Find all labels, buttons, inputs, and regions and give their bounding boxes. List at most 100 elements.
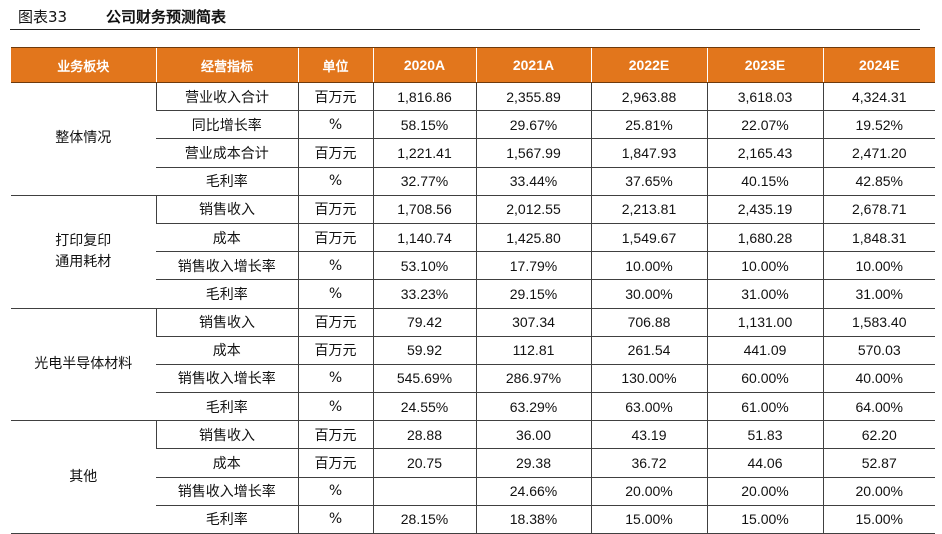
value-cell bbox=[372, 477, 476, 506]
financial-forecast-table: 业务板块 经营指标 单位 2020A 2021A 2022E 2023E 202… bbox=[11, 47, 935, 534]
metric-cell: 销售收入 bbox=[155, 194, 298, 224]
value-cell: 10.00% bbox=[590, 251, 707, 281]
table-row: 同比增长率% 58.15% 29.67% 25.81% 22.07% 19.52% bbox=[11, 110, 935, 140]
value-cell: 44.06 bbox=[706, 448, 823, 478]
value-cell: 33.23% bbox=[372, 279, 476, 309]
figure-title: 公司财务预测简表 bbox=[106, 8, 227, 26]
value-cell: 63.00% bbox=[590, 392, 707, 422]
metric-cell: 销售收入增长率 bbox=[156, 364, 298, 394]
value-cell: 4,324.31 bbox=[822, 81, 935, 112]
segment-cell: 其他 bbox=[11, 420, 156, 534]
header-metric: 经营指标 bbox=[155, 47, 298, 83]
unit-cell: % bbox=[297, 364, 373, 394]
table-row: 毛利率% 28.15% 18.38% 15.00% 15.00% 15.00% bbox=[11, 505, 935, 534]
value-cell: 1,848.31 bbox=[822, 223, 935, 253]
value-cell: 24.55% bbox=[372, 392, 476, 422]
value-cell: 10.00% bbox=[822, 251, 935, 281]
unit-cell: % bbox=[297, 279, 373, 309]
unit-cell: % bbox=[297, 251, 373, 281]
value-cell: 10.00% bbox=[706, 251, 823, 281]
unit-cell: 百万元 bbox=[297, 223, 373, 253]
unit-cell: % bbox=[297, 477, 373, 506]
value-cell: 706.88 bbox=[590, 307, 707, 337]
value-cell: 31.00% bbox=[822, 279, 935, 309]
value-cell: 1,583.40 bbox=[822, 307, 935, 337]
header-2020a: 2020A bbox=[372, 47, 476, 83]
value-cell: 1,708.56 bbox=[372, 194, 476, 224]
value-cell: 30.00% bbox=[590, 279, 707, 309]
value-cell: 1,131.00 bbox=[706, 307, 823, 337]
value-cell: 1,549.67 bbox=[590, 223, 707, 253]
metric-cell: 毛利率 bbox=[156, 505, 298, 534]
unit-cell: 百万元 bbox=[297, 81, 373, 112]
value-cell: 2,355.89 bbox=[475, 81, 591, 112]
table-body: 整体情况 营业收入合计 百万元 1,816.86 2,355.89 2,963.88 3,6… bbox=[11, 81, 935, 534]
metric-cell: 毛利率 bbox=[156, 279, 298, 309]
value-cell: 2,435.19 bbox=[706, 194, 823, 224]
unit-cell: 百万元 bbox=[297, 138, 373, 168]
header-row: 业务板块 经营指标 单位 2020A 2021A 2022E 2023E 202… bbox=[11, 47, 935, 83]
value-cell: 52.87 bbox=[822, 448, 935, 478]
value-cell: 79.42 bbox=[372, 307, 476, 337]
unit-cell: % bbox=[297, 110, 373, 140]
value-cell: 43.19 bbox=[590, 420, 707, 450]
value-cell: 58.15% bbox=[372, 110, 476, 140]
unit-cell: 百万元 bbox=[297, 420, 373, 450]
value-cell: 2,678.71 bbox=[822, 194, 935, 224]
metric-cell: 销售收入 bbox=[155, 307, 298, 337]
metric-cell: 销售收入增长率 bbox=[156, 477, 298, 506]
value-cell: 2,165.43 bbox=[706, 138, 823, 168]
value-cell: 15.00% bbox=[590, 505, 707, 534]
value-cell: 59.92 bbox=[372, 336, 476, 365]
segment-cell: 光电半导体材料 bbox=[11, 307, 156, 422]
value-cell: 64.00% bbox=[822, 392, 935, 422]
value-cell: 32.77% bbox=[372, 167, 476, 196]
value-cell: 61.00% bbox=[706, 392, 823, 422]
segment-cell: 打印复印 通用耗材 bbox=[11, 194, 156, 309]
value-cell: 17.79% bbox=[475, 251, 591, 281]
value-cell: 24.66% bbox=[475, 477, 591, 506]
header-2021a: 2021A bbox=[475, 47, 591, 83]
value-cell: 3,618.03 bbox=[706, 81, 823, 112]
value-cell: 2,012.55 bbox=[475, 194, 591, 224]
header-2022e: 2022E bbox=[590, 47, 707, 83]
table-row: 销售收入增长率% 53.10% 17.79% 10.00% 10.00% 10.00% bbox=[11, 251, 935, 281]
value-cell: 1,680.28 bbox=[706, 223, 823, 253]
value-cell: 1,221.41 bbox=[372, 138, 476, 168]
value-cell: 20.00% bbox=[706, 477, 823, 506]
metric-cell: 毛利率 bbox=[156, 392, 298, 422]
unit-cell: 百万元 bbox=[297, 194, 373, 224]
table-row: 其他 销售收入 百万元 28.88 36.00 43.19 51.83 62.20 bbox=[11, 420, 935, 534]
value-cell: 37.65% bbox=[590, 167, 707, 196]
table-row: 营业成本合计 百万元 1,221.41 1,567.99 1,847.93 2,165.4… bbox=[11, 138, 935, 168]
table-row: 成本 百万元 1,140.74 1,425.80 1,549.67 1,680.28 1,8… bbox=[11, 223, 935, 253]
value-cell: 25.81% bbox=[590, 110, 707, 140]
value-cell: 28.15% bbox=[372, 505, 476, 534]
table-row: 打印复印 通用耗材 销售收入 百万元 1,708.56 2,012.55 2,213.81 2… bbox=[11, 194, 935, 309]
metric-cell: 成本 bbox=[156, 223, 298, 253]
value-cell: 31.00% bbox=[706, 279, 823, 309]
value-cell: 1,567.99 bbox=[475, 138, 591, 168]
value-cell: 130.00% bbox=[590, 364, 707, 394]
value-cell: 33.44% bbox=[475, 167, 591, 196]
value-cell: 1,816.86 bbox=[372, 81, 476, 112]
metric-cell: 毛利率 bbox=[156, 167, 298, 196]
unit-cell: 百万元 bbox=[297, 448, 373, 478]
table-row: 毛利率% 33.23% 29.15% 30.00% 31.00% 31.00% bbox=[11, 279, 935, 309]
value-cell: 18.38% bbox=[475, 505, 591, 534]
value-cell: 29.15% bbox=[475, 279, 591, 309]
table-header: 业务板块 经营指标 单位 2020A 2021A 2022E 2023E 202… bbox=[11, 47, 935, 83]
value-cell: 40.15% bbox=[706, 167, 823, 196]
value-cell: 19.52% bbox=[822, 110, 935, 140]
value-cell: 545.69% bbox=[372, 364, 476, 394]
value-cell: 28.88 bbox=[372, 420, 476, 450]
value-cell: 2,471.20 bbox=[822, 138, 935, 168]
value-cell: 42.85% bbox=[822, 167, 935, 196]
metric-cell: 营业成本合计 bbox=[156, 138, 298, 168]
segment-name: 光电半导体材料 bbox=[34, 355, 133, 372]
value-cell: 22.07% bbox=[706, 110, 823, 140]
figure-label: 图表33 bbox=[18, 8, 68, 26]
value-cell: 60.00% bbox=[706, 364, 823, 394]
header-2023e: 2023E bbox=[706, 47, 823, 83]
value-cell: 15.00% bbox=[822, 505, 935, 534]
